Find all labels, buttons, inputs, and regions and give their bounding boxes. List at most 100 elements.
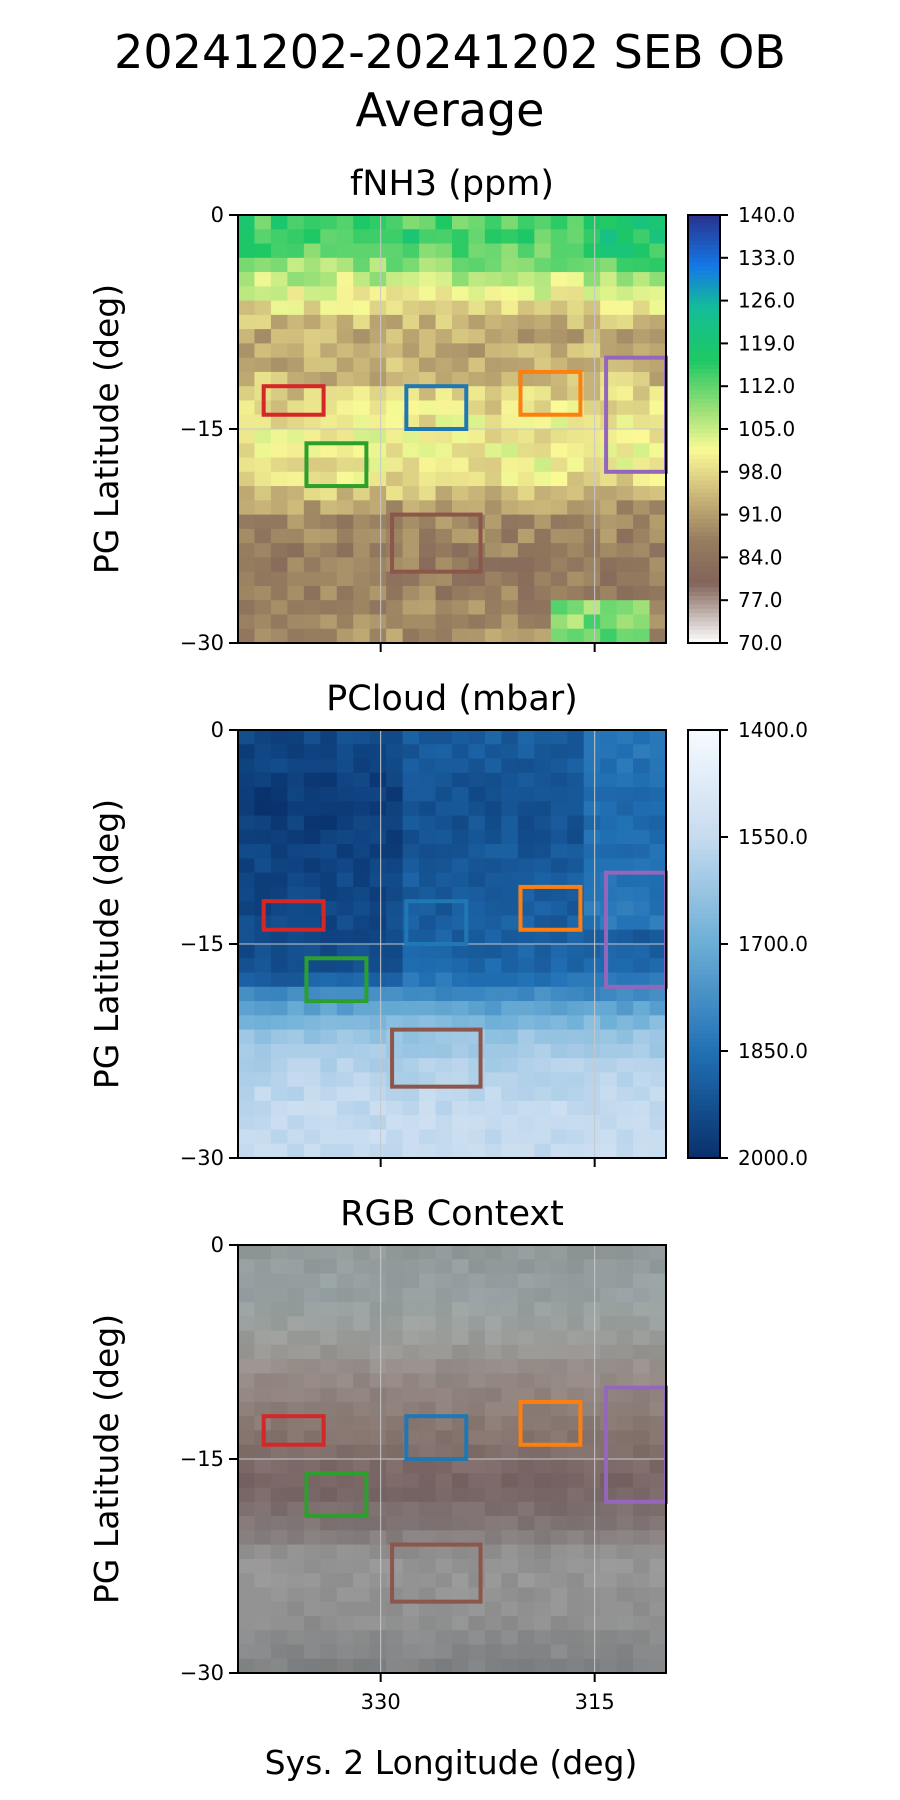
heatmap-cell bbox=[287, 944, 305, 959]
heatmap-cell bbox=[501, 1058, 519, 1073]
heatmap-cell bbox=[649, 229, 667, 245]
heatmap-cell bbox=[600, 414, 618, 430]
heatmap-cell bbox=[534, 585, 552, 601]
heatmap-cell bbox=[270, 1487, 288, 1503]
heatmap-cell bbox=[353, 1029, 371, 1045]
heatmap-cell bbox=[616, 1401, 634, 1417]
heatmap-cell bbox=[468, 600, 486, 616]
heatmap-cell bbox=[353, 1015, 371, 1031]
heatmap-cell bbox=[353, 1143, 371, 1159]
heatmap-cell bbox=[303, 1544, 321, 1560]
heatmap-cell bbox=[600, 257, 618, 273]
heatmap-cell bbox=[550, 1544, 568, 1560]
heatmap-cell bbox=[402, 1086, 420, 1102]
heatmap-cell bbox=[369, 829, 387, 845]
heatmap-cell bbox=[419, 628, 437, 644]
heatmap-cell bbox=[550, 1416, 568, 1432]
heatmap-cell bbox=[336, 1302, 354, 1317]
heatmap-cell bbox=[254, 1544, 272, 1560]
heatmap-cell bbox=[369, 1430, 387, 1446]
heatmap-cell bbox=[517, 829, 535, 845]
heatmap-cell bbox=[386, 343, 404, 359]
heatmap-cell bbox=[616, 1015, 634, 1031]
heatmap-cell bbox=[303, 1644, 321, 1660]
heatmap-cell bbox=[501, 1615, 519, 1631]
heatmap-cell bbox=[534, 457, 552, 473]
heatmap-cell bbox=[419, 257, 437, 273]
heatmap-cell bbox=[419, 958, 437, 974]
heatmap-cell bbox=[468, 414, 486, 430]
heatmap-cell bbox=[616, 744, 634, 760]
heatmap-cell bbox=[386, 272, 404, 287]
heatmap-cell bbox=[600, 929, 618, 945]
heatmap-cell bbox=[238, 514, 256, 530]
colorbar-segment bbox=[688, 484, 720, 490]
heatmap-cell bbox=[402, 543, 420, 558]
heatmap-cell bbox=[419, 1129, 437, 1145]
colorbar-segment bbox=[688, 1042, 720, 1048]
heatmap-cell bbox=[369, 600, 387, 616]
heatmap-cell bbox=[484, 944, 502, 959]
heatmap-cell bbox=[303, 329, 321, 344]
region-box bbox=[261, 1414, 326, 1447]
colorbar-segment bbox=[688, 322, 720, 327]
heatmap-cell bbox=[386, 1530, 404, 1546]
heatmap-cell bbox=[501, 1015, 519, 1031]
heatmap-cell bbox=[386, 944, 404, 959]
heatmap-cell bbox=[452, 1530, 470, 1546]
heatmap-cell bbox=[484, 1387, 502, 1403]
heatmap-cell bbox=[369, 357, 387, 373]
heatmap-cell bbox=[419, 1587, 437, 1603]
figure-title: 20241202-20241202 SEB OB bbox=[114, 25, 786, 79]
heatmap-cell bbox=[468, 1316, 486, 1332]
heatmap-cell bbox=[616, 1459, 634, 1474]
heatmap-cell bbox=[320, 1387, 338, 1403]
heatmap-cell bbox=[336, 1630, 354, 1646]
colorbar-segment bbox=[688, 467, 720, 473]
colorbar-segment bbox=[688, 638, 720, 644]
heatmap-cell bbox=[468, 457, 486, 473]
heatmap-cell bbox=[468, 844, 486, 859]
heatmap-cell bbox=[534, 329, 552, 344]
heatmap-cell bbox=[419, 1644, 437, 1660]
heatmap-cell bbox=[386, 1287, 404, 1303]
heatmap-cell bbox=[303, 1100, 321, 1116]
heatmap-cell bbox=[369, 257, 387, 273]
heatmap-cell bbox=[353, 1043, 371, 1059]
heatmap-cell bbox=[238, 1316, 256, 1332]
heatmap-cell bbox=[320, 1444, 338, 1460]
heatmap-cell bbox=[567, 1115, 585, 1131]
heatmap-cell bbox=[452, 1043, 470, 1059]
heatmap-cell bbox=[435, 758, 453, 774]
heatmap-cell bbox=[583, 915, 601, 931]
heatmap-cell bbox=[550, 443, 568, 459]
heatmap-cell bbox=[484, 528, 502, 544]
heatmap-cell bbox=[534, 1658, 552, 1674]
heatmap-cell bbox=[353, 557, 371, 573]
heatmap-cell bbox=[484, 229, 502, 245]
colorbar-segment bbox=[688, 824, 720, 830]
heatmap-cell bbox=[386, 1344, 404, 1360]
heatmap-cell bbox=[435, 1115, 453, 1131]
heatmap-cell bbox=[649, 243, 667, 259]
heatmap-cell bbox=[517, 272, 535, 287]
heatmap-cell bbox=[287, 1001, 305, 1016]
heatmap-cell bbox=[386, 1630, 404, 1646]
heatmap-cell bbox=[468, 357, 486, 373]
heatmap-cell bbox=[303, 1430, 321, 1446]
heatmap-cell bbox=[633, 628, 651, 644]
heatmap-cell bbox=[270, 443, 288, 459]
heatmap-cell bbox=[435, 543, 453, 558]
heatmap-cell bbox=[600, 1058, 618, 1073]
heatmap-cell bbox=[287, 730, 305, 745]
heatmap-cell bbox=[616, 1001, 634, 1016]
colorbar-tick-label: 2000.0 bbox=[738, 1146, 808, 1170]
heatmap-cell bbox=[419, 215, 437, 230]
heatmap-cell bbox=[616, 1544, 634, 1560]
heatmap-cell bbox=[468, 614, 486, 630]
heatmap-cell bbox=[517, 944, 535, 959]
heatmap-cell bbox=[402, 1129, 420, 1145]
heatmap-cell bbox=[468, 1330, 486, 1346]
heatmap-cell bbox=[468, 1544, 486, 1560]
heatmap-cell bbox=[402, 243, 420, 259]
